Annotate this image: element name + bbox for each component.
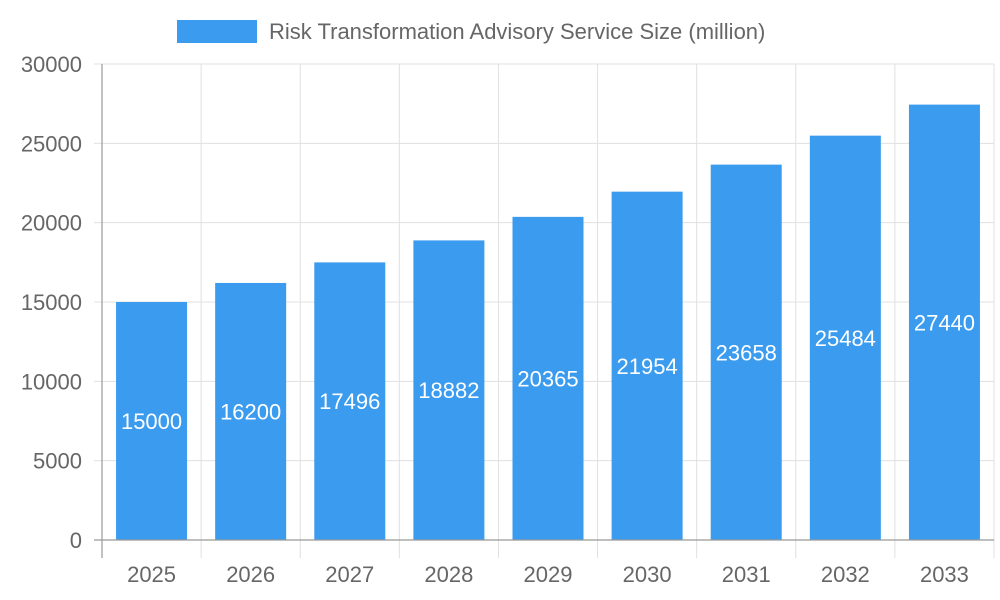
legend-label: Risk Transformation Advisory Service Siz… (269, 19, 765, 44)
bar (710, 164, 782, 540)
data-label: 18882 (418, 378, 479, 403)
x-tick-label: 2029 (524, 562, 573, 587)
x-tick-label: 2032 (821, 562, 870, 587)
axes: 0 5000 10000 15000 20000 25000 30000 2025 2026 20… (21, 52, 994, 587)
legend[interactable]: Risk Transformation Advisory Service Siz… (177, 19, 765, 44)
bars: 15000 16200 17496 18882 20365 21954 23658 25484… (116, 104, 980, 541)
y-tick-label: 5000 (33, 449, 82, 474)
bar (215, 282, 287, 540)
y-tick-label: 0 (70, 528, 82, 553)
bar (512, 216, 584, 540)
x-tick-label: 2030 (623, 562, 672, 587)
data-label: 27440 (914, 310, 975, 335)
y-tick-label: 30000 (21, 52, 82, 77)
x-tick-label: 2027 (325, 562, 374, 587)
data-label: 15000 (121, 409, 182, 434)
bar (314, 262, 386, 540)
bar (809, 135, 881, 540)
data-label: 16200 (220, 399, 281, 424)
y-tick-label: 25000 (21, 131, 82, 156)
bar (116, 302, 188, 540)
x-tick-label: 2033 (920, 562, 969, 587)
data-label: 20365 (517, 366, 578, 391)
bar (413, 240, 485, 541)
x-tick-label: 2025 (127, 562, 176, 587)
x-tick-label: 2028 (424, 562, 473, 587)
data-label: 23658 (716, 340, 777, 365)
y-tick-label: 10000 (21, 369, 82, 394)
x-tick-label: 2031 (722, 562, 771, 587)
data-label: 17496 (319, 389, 380, 414)
y-tick-label: 15000 (21, 290, 82, 315)
data-label: 25484 (815, 326, 876, 351)
bar (908, 104, 980, 541)
legend-swatch (177, 20, 257, 43)
y-tick-label: 20000 (21, 211, 82, 236)
x-tick-label: 2026 (226, 562, 275, 587)
bar (611, 191, 683, 540)
data-label: 21954 (617, 354, 678, 379)
